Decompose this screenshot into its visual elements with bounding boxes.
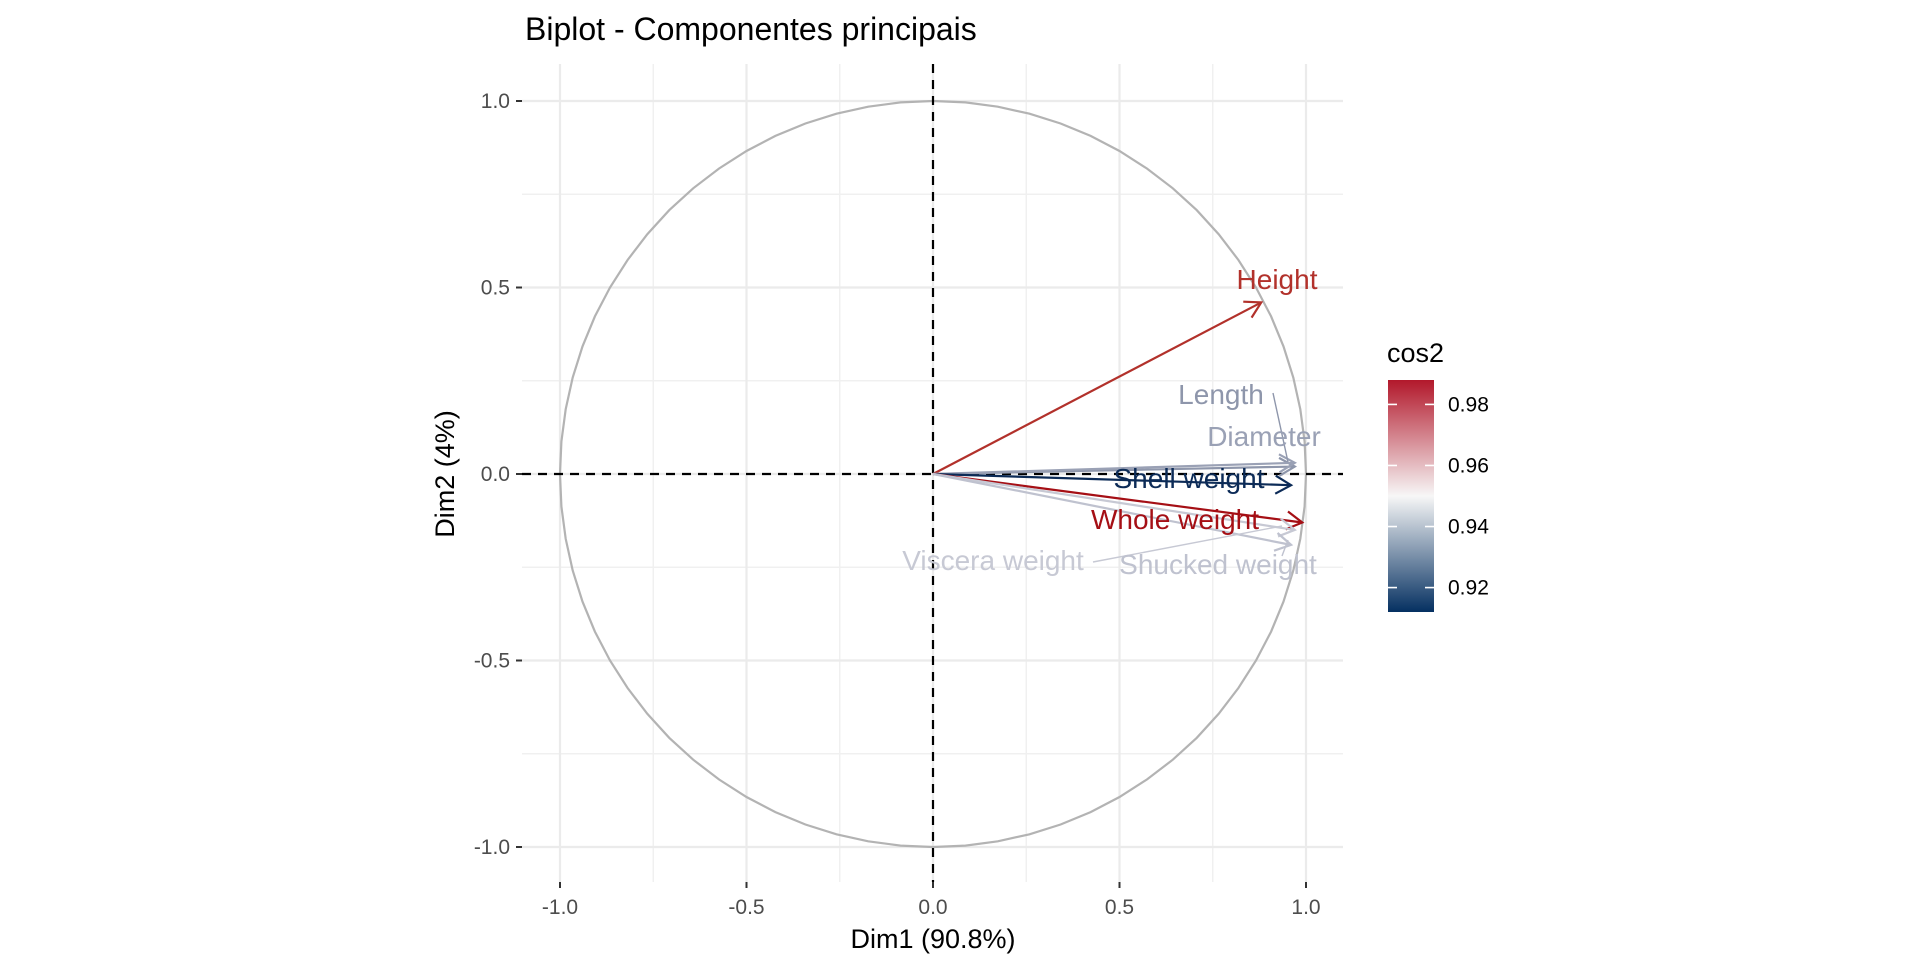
y-tick-label: 0.0 — [481, 463, 510, 486]
legend-label: 0.96 — [1448, 454, 1489, 477]
arrow-viscera-weight — [932, 472, 1297, 538]
x-axis-title: Dim1 (90.8%) — [850, 924, 1015, 954]
legend-colorbar — [1388, 380, 1434, 612]
variable-label: Height — [1237, 264, 1318, 295]
legend-title: cos2 — [1387, 338, 1444, 368]
arrow-shell-weight — [932, 472, 1294, 495]
x-tick-label: 0.5 — [1105, 896, 1134, 919]
arrow-head — [1277, 517, 1297, 538]
y-axis-title: Dim2 (4%) — [430, 410, 460, 538]
arrow-shaft — [932, 472, 1292, 487]
variable-labels: Height Length Diameter Shell weight Whole we… — [902, 264, 1321, 580]
x-axis-ticks: -1.0 -0.5 0.0 0.5 1.0 — [542, 882, 1321, 919]
variable-label: Shell weight — [1114, 463, 1265, 494]
label-connector — [1092, 525, 1283, 563]
legend-ticks: 0.98 0.96 0.94 0.92 — [1388, 393, 1489, 600]
arrow-height — [932, 300, 1264, 475]
x-tick-label: -0.5 — [728, 896, 764, 919]
x-tick-label: 1.0 — [1291, 896, 1320, 919]
variable-label: Shucked weight — [1119, 549, 1317, 580]
arrow-head — [1278, 453, 1298, 474]
y-tick-label: -0.5 — [474, 650, 510, 673]
y-axis-ticks: -1.0 -0.5 0.0 0.5 1.0 — [474, 90, 522, 859]
arrow-head — [1273, 532, 1294, 552]
variable-label: Viscera weight — [902, 545, 1084, 576]
label-connector — [1272, 392, 1289, 463]
arrow-shaft — [932, 472, 1295, 532]
y-tick-label: -1.0 — [474, 836, 510, 859]
y-tick-label: 0.5 — [481, 277, 510, 300]
arrow-head — [1274, 474, 1294, 495]
arrow-head — [1243, 300, 1264, 319]
legend-label: 0.92 — [1448, 577, 1489, 600]
legend-label: 0.94 — [1448, 516, 1489, 539]
arrow-shucked-weight — [932, 472, 1294, 552]
x-tick-label: -1.0 — [542, 896, 578, 919]
variable-label: Diameter — [1207, 421, 1321, 452]
arrow-shaft — [932, 472, 1292, 546]
variable-label: Whole weight — [1091, 504, 1259, 535]
chart-title: Biplot - Componentes principais — [525, 11, 977, 47]
arrow-head — [1278, 456, 1298, 477]
y-tick-label: 1.0 — [481, 90, 510, 113]
variable-arrows — [932, 300, 1305, 552]
arrow-diameter — [932, 453, 1298, 476]
arrow-shaft — [932, 301, 1262, 475]
arrow-shaft — [932, 472, 1303, 524]
variable-label: Length — [1178, 379, 1264, 410]
x-tick-label: 0.0 — [918, 896, 947, 919]
arrow-shaft — [932, 461, 1295, 476]
label-connector — [1281, 539, 1289, 557]
cos2-legend: cos2 0.98 0.96 0.94 0.92 — [1387, 338, 1489, 612]
legend-label: 0.98 — [1448, 393, 1489, 416]
